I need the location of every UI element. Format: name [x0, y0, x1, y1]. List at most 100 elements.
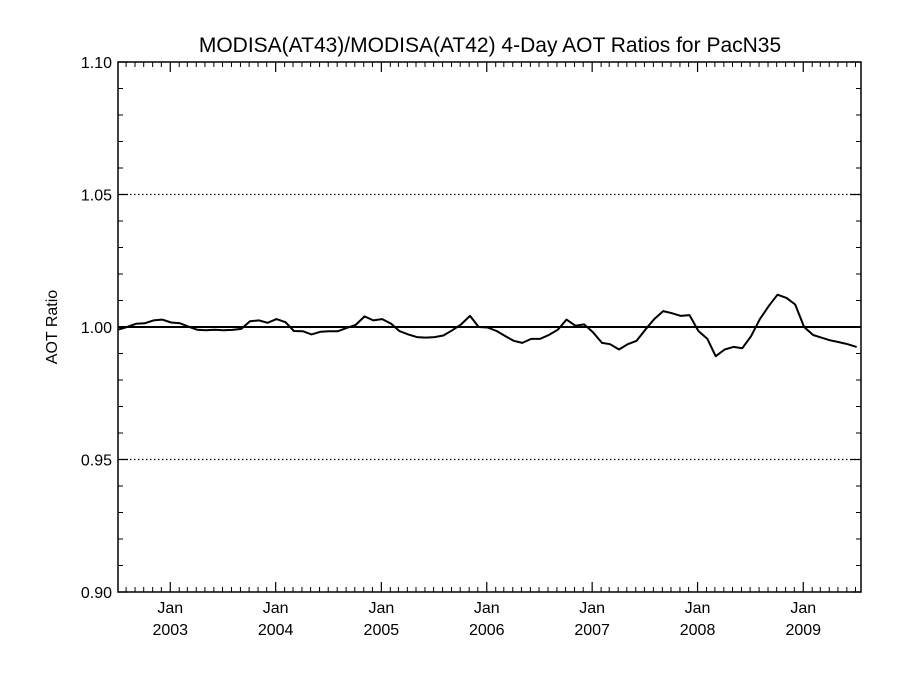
data-point: [266, 322, 269, 324]
data-point: [364, 315, 366, 317]
x-tick-year-label: 2006: [469, 622, 505, 639]
series-line: [117, 293, 857, 358]
x-tick-month-label: Jan: [790, 600, 816, 617]
data-point: [135, 323, 137, 325]
data-point: [372, 319, 374, 321]
y-tick-label: 1.00: [81, 320, 112, 337]
data-point: [442, 334, 445, 337]
data-point: [803, 326, 805, 328]
data-point: [768, 305, 770, 307]
data-point: [829, 339, 831, 341]
data-point: [653, 318, 655, 320]
x-tick-month-label: Jan: [263, 600, 289, 617]
data-point: [152, 319, 155, 321]
x-tick-month-label: Jan: [368, 600, 394, 617]
data-point: [513, 340, 515, 342]
data-point: [240, 328, 242, 330]
data-point: [407, 333, 409, 336]
data-point: [812, 334, 814, 336]
x-tick-year-label: 2003: [152, 622, 188, 639]
data-point: [557, 329, 559, 331]
data-point: [126, 326, 128, 328]
data-point: [671, 312, 673, 314]
data-point: [636, 340, 638, 342]
data-point: [161, 318, 163, 321]
y-ticks: 0.90 0.95 1.00 1.05 1.10: [81, 55, 861, 602]
data-point: [759, 318, 761, 320]
data-point: [187, 325, 189, 328]
data-point: [398, 330, 400, 332]
x-tick-month-label: Jan: [579, 600, 605, 617]
data-point: [355, 324, 357, 326]
data-point: [451, 329, 453, 331]
data-point: [530, 338, 532, 340]
data-point: [487, 326, 489, 329]
data-point: [583, 323, 585, 325]
data-point: [346, 327, 348, 329]
data-point: [724, 348, 726, 351]
data-point: [214, 329, 216, 331]
data-point: [697, 330, 700, 332]
data-point: [715, 355, 717, 357]
data-point: [381, 318, 383, 320]
x-tick-year-label: 2004: [258, 622, 294, 639]
data-point: [627, 343, 629, 345]
x-ticks: Jan 2003 Jan 2004 Jan 2005 Jan 2006 Jan 2007 Jan 20…: [152, 62, 821, 639]
data-point: [249, 320, 251, 322]
x-tick-year-label: 2005: [364, 622, 400, 639]
data-point: [618, 348, 620, 351]
data-point: [319, 331, 322, 333]
data-point: [820, 337, 822, 339]
data-point: [521, 342, 523, 344]
data-point: [425, 337, 427, 339]
data-point: [460, 323, 462, 325]
x-tick-year-label: 2008: [680, 622, 716, 639]
data-point: [310, 333, 313, 336]
data-point: [601, 342, 603, 344]
data-point: [196, 329, 198, 331]
data-point: [732, 346, 734, 348]
data-point: [565, 318, 568, 321]
data-point: [548, 334, 550, 336]
x-tick-year-label: 2007: [574, 622, 610, 639]
data-point: [258, 319, 260, 321]
data-point: [680, 315, 682, 317]
data-point: [222, 329, 225, 331]
data-point: [231, 329, 233, 331]
data-point: [706, 338, 708, 340]
data-point: [478, 326, 480, 328]
data-point: [495, 330, 498, 332]
data-point: [504, 335, 506, 337]
data-point: [390, 323, 392, 325]
data-point: [179, 322, 181, 324]
data-point: [416, 336, 418, 338]
data-point: [170, 321, 172, 324]
x-tick-month-label: Jan: [685, 600, 711, 617]
data-point: [143, 322, 146, 324]
y-tick-label: 1.10: [81, 55, 112, 72]
data-point: [785, 297, 788, 299]
y-tick-label: 0.95: [81, 453, 112, 470]
data-point: [337, 330, 339, 332]
data-point: [293, 330, 295, 332]
y-axis-label: AOT Ratio: [44, 290, 61, 365]
data-point: [574, 325, 577, 327]
data-point: [284, 321, 287, 323]
x-tick-month-label: Jan: [157, 600, 183, 617]
data-point: [776, 294, 779, 296]
data-point: [838, 341, 840, 343]
data-point: [275, 318, 278, 320]
data-point: [328, 330, 330, 332]
data-point: [302, 330, 304, 332]
data-point: [644, 329, 646, 331]
x-tick-month-label: Jan: [474, 600, 500, 617]
data-point: [539, 338, 541, 340]
data-point: [205, 329, 207, 331]
plot-frame: [117, 61, 862, 593]
data-point: [750, 335, 752, 337]
data-point: [433, 336, 436, 338]
data-point: [794, 303, 796, 306]
data-point: [662, 310, 664, 312]
minor-ticks: [118, 62, 861, 592]
